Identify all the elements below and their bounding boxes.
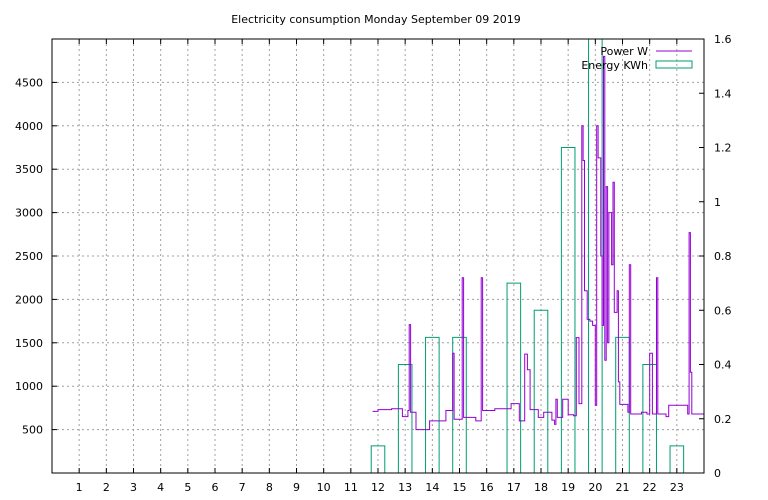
y2-tick-label: 0.8 — [714, 250, 732, 263]
y2-tick-label: 1.6 — [714, 33, 732, 46]
legend-label-energy: Energy KWh — [581, 59, 648, 72]
x-tick-label: 10 — [317, 481, 331, 494]
y-tick-label: 4500 — [15, 76, 43, 89]
y-axis-left: 500 1000 1500 2000 2500 3000 3500 4000 4500 — [15, 76, 57, 437]
y-tick-label: 3000 — [15, 207, 43, 220]
y2-tick-label: 0.4 — [714, 359, 732, 372]
x-tick-label: 11 — [344, 481, 358, 494]
x-tick-label: 3 — [130, 481, 137, 494]
x-tick-label: 13 — [398, 481, 412, 494]
y-tick-label: 2000 — [15, 293, 43, 306]
x-tick-label: 9 — [293, 481, 300, 494]
y-tick-label: 500 — [22, 424, 43, 437]
x-tick-label: 12 — [371, 481, 385, 494]
x-tick-label: 19 — [561, 481, 575, 494]
x-tick-label: 20 — [588, 481, 602, 494]
x-axis: 1 2 3 4 5 6 7 8 9 10 11 12 13 14 15 16 17 18 19 20 21 22 23 — [76, 39, 684, 494]
y2-tick-label: 1.2 — [714, 142, 732, 155]
x-tick-label: 22 — [643, 481, 657, 494]
x-tick-label: 7 — [239, 481, 246, 494]
x-tick-label: 5 — [184, 481, 191, 494]
y-tick-label: 1500 — [15, 337, 43, 350]
y-tick-label: 1000 — [15, 380, 43, 393]
x-tick-label: 2 — [103, 481, 110, 494]
y2-tick-label: 1.4 — [714, 87, 732, 100]
x-tick-label: 1 — [76, 481, 83, 494]
y2-tick-label: 1 — [714, 196, 721, 209]
x-tick-label: 14 — [425, 481, 439, 494]
power-series — [372, 55, 704, 431]
x-tick-label: 15 — [453, 481, 467, 494]
chart-title: Electricity consumption Monday September… — [231, 13, 521, 26]
y-tick-label: 4000 — [15, 120, 43, 133]
x-tick-label: 18 — [534, 481, 548, 494]
legend: Power W Energy KWh — [581, 45, 693, 72]
x-tick-label: 17 — [507, 481, 521, 494]
legend-swatch-energy — [655, 60, 693, 69]
y-axis-right: 0 0.2 0.4 0.6 0.8 1 1.2 1.4 1.6 — [699, 33, 732, 480]
x-tick-label: 4 — [157, 481, 164, 494]
x-tick-label: 8 — [266, 481, 273, 494]
y-tick-label: 3500 — [15, 163, 43, 176]
x-tick-label: 6 — [212, 481, 219, 494]
y-tick-label: 2500 — [15, 250, 43, 263]
legend-label-power: Power W — [600, 45, 648, 58]
x-tick-label: 23 — [670, 481, 684, 494]
x-tick-label: 21 — [616, 481, 630, 494]
y2-tick-label: 0.6 — [714, 304, 732, 317]
y2-tick-label: 0 — [714, 467, 721, 480]
x-tick-label: 16 — [480, 481, 494, 494]
y2-tick-label: 0.2 — [714, 413, 732, 426]
power-line — [372, 55, 704, 431]
